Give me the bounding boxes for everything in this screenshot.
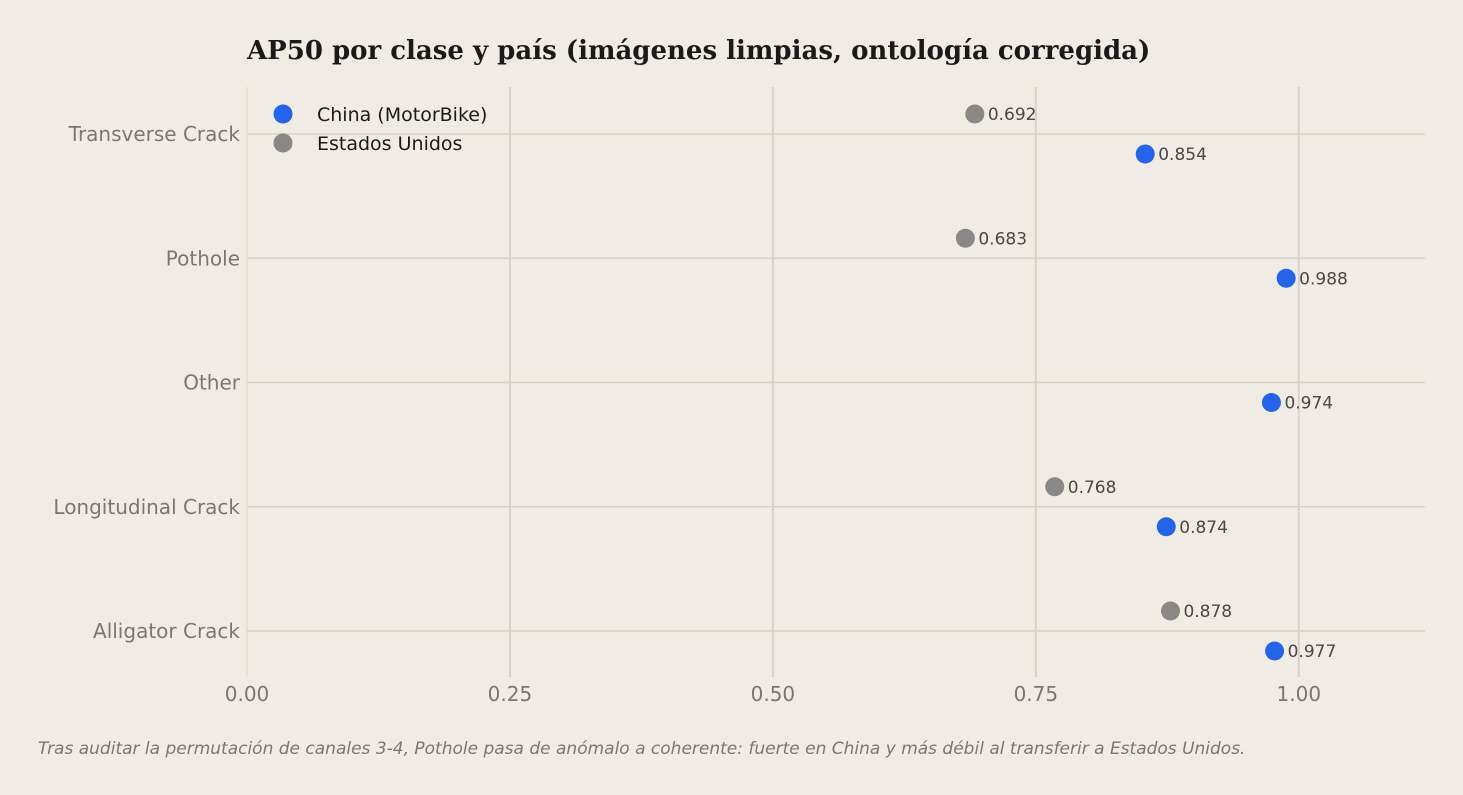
data-label: 0.878 [1183, 602, 1232, 622]
chart-caption: Tras auditar la permutación de canales 3… [38, 739, 1245, 759]
grid-lines [246, 87, 1425, 677]
y-tick-label: Longitudinal Crack [53, 495, 240, 519]
legend-marker [273, 133, 293, 153]
data-points: 0.692 0.683 0.768 0.878 0.854 0.988 0.974 0.874… [955, 104, 1348, 662]
data-label: 0.874 [1179, 518, 1228, 538]
legend-label: China (MotorBike) [317, 104, 487, 126]
data-label: 0.683 [978, 229, 1027, 249]
data-point [1156, 517, 1176, 537]
data-point [1045, 477, 1065, 497]
legend: China (MotorBike) Estados Unidos [273, 104, 487, 155]
y-tick-label: Transverse Crack [68, 122, 241, 146]
data-point [1276, 268, 1296, 288]
x-axis-tick-labels: 0.00 0.25 0.50 0.75 1.00 [225, 682, 1321, 706]
legend-marker [273, 104, 293, 124]
x-tick-label: 0.50 [751, 682, 796, 706]
x-tick-label: 0.75 [1014, 682, 1059, 706]
y-tick-label: Other [183, 371, 241, 395]
data-label: 0.854 [1158, 145, 1207, 165]
x-tick-label: 1.00 [1277, 682, 1322, 706]
y-tick-label: Alligator Crack [93, 619, 240, 643]
x-tick-label: 0.00 [225, 682, 270, 706]
data-label: 0.988 [1299, 269, 1348, 289]
y-tick-label: Pothole [166, 246, 240, 270]
data-point [955, 228, 975, 248]
data-point [1265, 641, 1285, 661]
y-axis-tick-labels: Transverse Crack Pothole Other Longitudinal… [53, 122, 240, 643]
data-label: 0.692 [988, 105, 1037, 125]
data-point [1261, 393, 1281, 412]
x-tick-label: 0.25 [488, 682, 533, 706]
data-label: 0.768 [1068, 478, 1117, 498]
data-label: 0.977 [1288, 642, 1337, 662]
data-point [1160, 601, 1180, 621]
data-point [1135, 144, 1155, 164]
legend-label: Estados Unidos [317, 133, 462, 155]
data-point [965, 104, 985, 124]
data-label: 0.974 [1284, 394, 1333, 414]
chart-title: AP50 por clase y país (imágenes limpias,… [246, 36, 1150, 66]
